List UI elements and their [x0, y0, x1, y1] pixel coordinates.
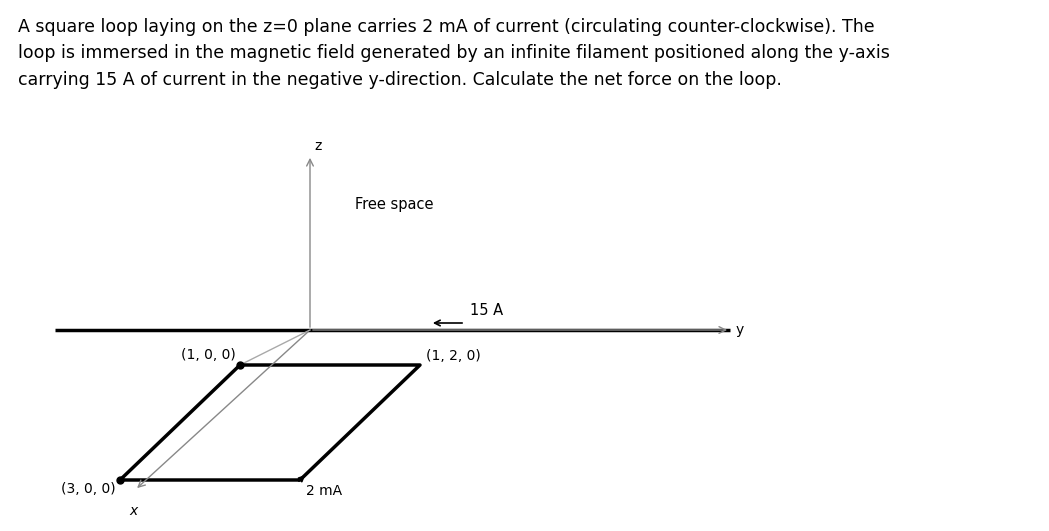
Text: A square loop laying on the z=0 plane carries 2 mA of current (circulating count: A square loop laying on the z=0 plane ca…: [18, 18, 890, 89]
Text: Free space: Free space: [355, 198, 433, 212]
Text: (1, 2, 0): (1, 2, 0): [426, 349, 480, 363]
Text: 2 mA: 2 mA: [306, 484, 342, 498]
Text: 15 A: 15 A: [470, 303, 504, 318]
Text: (1, 0, 0): (1, 0, 0): [181, 348, 236, 362]
Text: z: z: [314, 139, 321, 153]
Text: (3, 0, 0): (3, 0, 0): [62, 482, 116, 496]
Text: y: y: [736, 323, 744, 337]
Text: x: x: [129, 504, 137, 518]
